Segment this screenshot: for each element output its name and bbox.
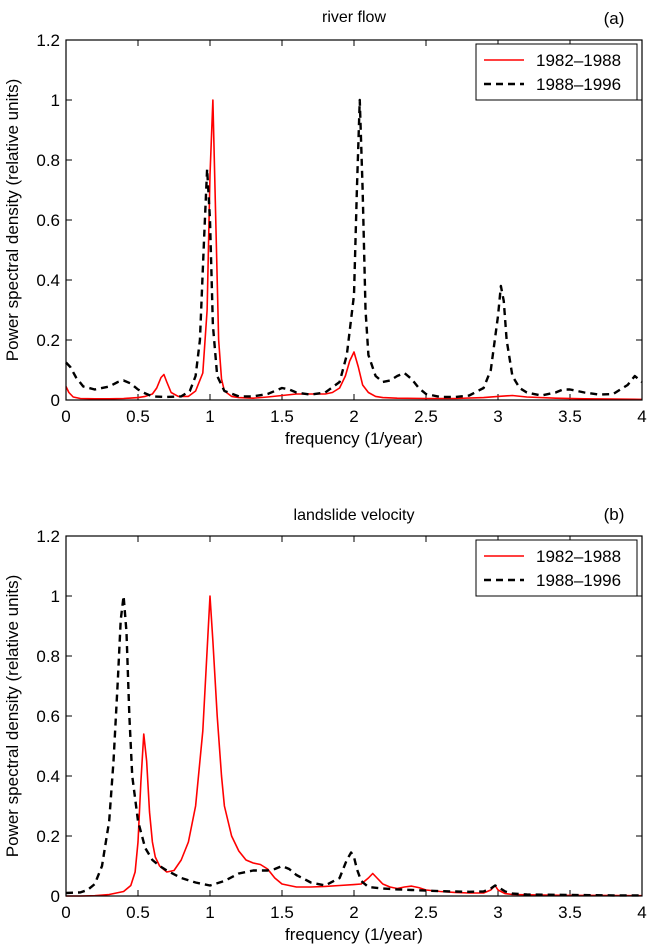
panel-b-x-ticks: 0 0.5 1 1.5 2 2.5 3 3.5 4 — [61, 536, 647, 922]
y-tick-label: 1.2 — [36, 31, 60, 50]
panel-b-legend-label-1988-1996: 1988–1996 — [536, 571, 621, 590]
x-tick-label: 2 — [349, 407, 358, 426]
x-tick-label: 3.5 — [558, 903, 582, 922]
panel-b-legend: 1982–1988 1988–1996 — [475, 539, 638, 597]
panel-b-title: landslide velocity — [294, 507, 415, 524]
panel-a-legend-label-1988-1996: 1988–1996 — [536, 75, 621, 94]
panel-b-label: (b) — [604, 505, 625, 524]
x-tick-label: 4 — [637, 903, 646, 922]
panel-a-series — [65, 98, 643, 401]
panel-b-landslide-velocity: landslide velocity (b) 0 0.2 0.4 0.6 0.8 1 1.2… — [3, 505, 647, 944]
series-line-1988-1996 — [65, 594, 642, 897]
panel-b-legend-box — [475, 539, 638, 597]
y-tick-label: 0 — [51, 887, 60, 906]
y-tick-label: 0.2 — [36, 331, 60, 350]
y-tick-label: 0.4 — [36, 767, 60, 786]
panel-b-xlabel: frequency (1/year) — [285, 925, 423, 944]
x-tick-label: 0.5 — [126, 903, 150, 922]
series-line-1982-1988 — [66, 595, 643, 897]
x-tick-label: 0 — [61, 903, 70, 922]
x-tick-label: 3.5 — [558, 407, 582, 426]
y-tick-label: 0.6 — [36, 707, 60, 726]
panel-b-y-ticks: 0 0.2 0.4 0.6 0.8 1 1.2 — [36, 527, 642, 906]
panel-a-ylabel: Power spectral density (relative units) — [3, 79, 22, 362]
y-tick-label: 0.2 — [36, 827, 60, 846]
x-tick-label: 0.5 — [126, 407, 150, 426]
panel-a-label: (a) — [604, 9, 625, 28]
x-tick-label: 2.5 — [414, 903, 438, 922]
panel-a-y-ticks: 0 0.2 0.4 0.6 0.8 1 1.2 — [36, 31, 642, 410]
panel-a-x-ticks: 0 0.5 1 1.5 2 2.5 3 3.5 4 — [61, 40, 647, 426]
x-tick-label: 1 — [205, 903, 214, 922]
panel-a-xlabel: frequency (1/year) — [285, 429, 423, 448]
panel-a-legend-box — [475, 43, 638, 101]
series-line-1982-1988 — [65, 99, 643, 401]
y-tick-label: 0.4 — [36, 271, 60, 290]
x-tick-label: 2.5 — [414, 407, 438, 426]
panel-b-series — [65, 594, 643, 897]
panel-a-legend-label-1982-1988: 1982–1988 — [536, 51, 621, 70]
y-tick-label: 0 — [51, 391, 60, 410]
series-line-1988-1996 — [65, 98, 643, 399]
y-tick-label: 0.8 — [36, 151, 60, 170]
x-tick-label: 4 — [637, 407, 646, 426]
panel-b-axes-frame — [65, 535, 643, 897]
x-tick-label: 3 — [493, 903, 502, 922]
y-tick-label: 1 — [51, 91, 60, 110]
y-tick-label: 1 — [51, 587, 60, 606]
x-tick-label: 0 — [61, 407, 70, 426]
x-tick-label: 1.5 — [270, 903, 294, 922]
y-tick-label: 1.2 — [36, 527, 60, 546]
panel-a-title: river flow — [322, 9, 386, 26]
x-tick-label: 1 — [205, 407, 214, 426]
panel-a-axes-frame — [65, 39, 643, 401]
x-tick-label: 2 — [349, 903, 358, 922]
y-tick-label: 0.6 — [36, 211, 60, 230]
panel-b-ylabel: Power spectral density (relative units) — [3, 575, 22, 858]
panel-a-legend: 1982–1988 1988–1996 — [475, 43, 638, 101]
panel-a-river-flow: river flow (a) 0 0.2 0.4 0.6 0.8 1 1.2 0 0.5 1 1.… — [3, 9, 647, 448]
x-tick-label: 3 — [493, 407, 502, 426]
panel-b-legend-label-1982-1988: 1982–1988 — [536, 547, 621, 566]
x-tick-label: 1.5 — [270, 407, 294, 426]
y-tick-label: 0.8 — [36, 647, 60, 666]
